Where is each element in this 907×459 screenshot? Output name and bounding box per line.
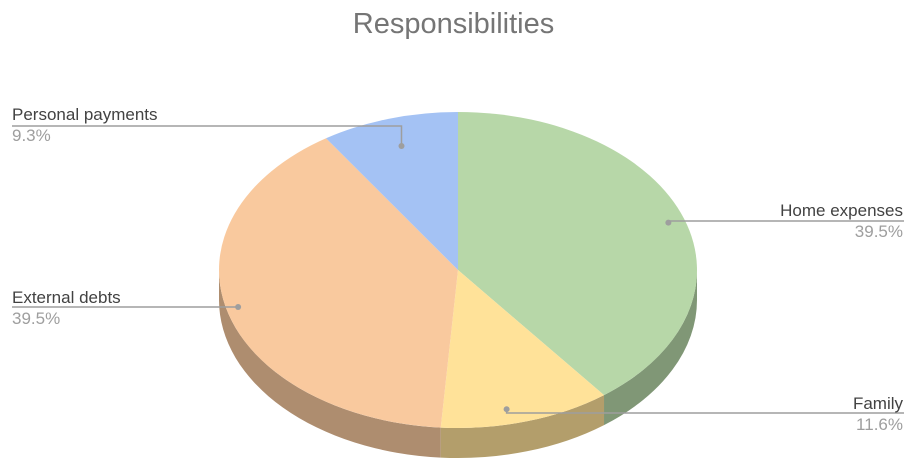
pie-slice-family[interactable] [440,270,605,428]
slice-name: Family [852,394,903,413]
pie-side-home-expenses [604,270,697,426]
pie-slice-home-expenses[interactable] [458,112,697,396]
pie-slice-external-debts[interactable] [219,138,458,428]
slice-label-home-expenses: Home expenses 39.5% [780,200,903,242]
slice-label-external-debts: External debts 39.5% [12,287,121,329]
slice-percent: 39.5% [854,222,903,241]
slice-label-personal-payments: Personal payments 9.3% [12,104,158,146]
slice-percent: 39.5% [12,309,61,328]
pie-slice-personal-payments[interactable] [326,112,458,270]
leader-dot-home-expenses [665,219,672,226]
slice-name: External debts [12,288,121,307]
leader-dot-external-debts [235,304,242,310]
slice-label-family: Family 11.6% [853,393,903,435]
pie-side-family [440,395,605,458]
leader-line-personal-payments [12,125,403,146]
chart-title: Responsibilities [352,8,555,40]
leader-dot-personal-payments [398,142,405,149]
slice-percent: 11.6% [856,415,903,434]
slice-percent: 9.3% [12,126,51,145]
slice-name: Personal payments [12,105,158,124]
slice-name: Home expenses [780,201,903,220]
leader-dot-family [503,406,510,413]
pie-side-external-debts [218,270,441,458]
